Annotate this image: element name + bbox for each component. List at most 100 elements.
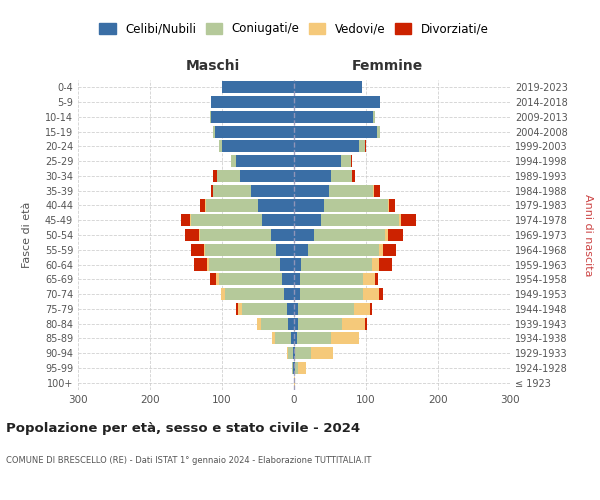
Bar <box>363 288 379 300</box>
Bar <box>211 111 294 123</box>
Bar <box>373 111 374 123</box>
Bar <box>372 258 379 270</box>
Bar <box>388 229 403 241</box>
Bar <box>294 96 380 108</box>
Bar <box>212 184 214 197</box>
Bar <box>215 273 219 285</box>
Bar <box>294 303 298 315</box>
Bar <box>298 303 355 315</box>
Bar <box>297 332 331 344</box>
Bar <box>199 229 200 241</box>
Bar <box>214 126 215 138</box>
Bar <box>294 332 297 344</box>
Bar <box>275 332 291 344</box>
Bar <box>294 288 300 300</box>
Bar <box>219 273 283 285</box>
Bar <box>383 244 395 256</box>
Bar <box>210 273 215 285</box>
Bar <box>322 214 399 226</box>
Bar <box>311 347 333 359</box>
Bar <box>379 288 383 300</box>
Bar <box>374 184 380 197</box>
Bar <box>294 318 298 330</box>
Bar <box>283 273 294 285</box>
Bar <box>294 82 362 94</box>
Text: Fasce di età: Fasce di età <box>22 202 32 268</box>
Bar <box>191 214 262 226</box>
Bar <box>185 229 199 241</box>
Bar <box>221 288 225 300</box>
Bar <box>209 258 280 270</box>
Bar <box>288 347 293 359</box>
Bar <box>293 347 294 359</box>
Bar <box>205 244 276 256</box>
Bar <box>280 258 294 270</box>
Bar <box>298 362 305 374</box>
Bar <box>225 288 284 300</box>
Bar <box>222 82 294 94</box>
Bar <box>294 170 331 182</box>
Text: Popolazione per età, sesso e stato civile - 2024: Popolazione per età, sesso e stato civil… <box>6 422 360 435</box>
Bar <box>271 229 294 241</box>
Bar <box>377 126 380 138</box>
Bar <box>219 140 222 152</box>
Bar <box>251 184 294 197</box>
Bar <box>214 184 251 197</box>
Bar <box>294 126 377 138</box>
Bar <box>294 229 314 241</box>
Bar <box>389 200 395 211</box>
Bar <box>294 376 295 388</box>
Bar <box>257 318 261 330</box>
Bar <box>294 258 301 270</box>
Bar <box>341 155 351 167</box>
Bar <box>294 362 295 374</box>
Bar <box>352 170 355 182</box>
Bar <box>214 170 217 182</box>
Bar <box>294 140 359 152</box>
Bar <box>236 155 294 167</box>
Bar <box>292 362 293 374</box>
Bar <box>291 332 294 344</box>
Bar <box>191 244 204 256</box>
Bar <box>374 273 378 285</box>
Bar <box>230 155 236 167</box>
Bar <box>388 200 389 211</box>
Bar <box>401 214 416 226</box>
Bar <box>300 273 363 285</box>
Bar <box>200 229 271 241</box>
Legend: Celibi/Nubili, Coniugati/e, Vedovi/e, Divorziati/e: Celibi/Nubili, Coniugati/e, Vedovi/e, Di… <box>94 18 494 40</box>
Bar <box>194 258 207 270</box>
Text: Anni di nascita: Anni di nascita <box>583 194 593 276</box>
Bar <box>258 200 294 211</box>
Bar <box>373 184 374 197</box>
Bar <box>314 229 385 241</box>
Bar <box>200 200 205 211</box>
Bar <box>363 273 374 285</box>
Bar <box>210 111 211 123</box>
Bar <box>294 214 322 226</box>
Bar <box>324 200 388 211</box>
Bar <box>370 303 372 315</box>
Bar <box>294 347 295 359</box>
Bar <box>211 184 212 197</box>
Bar <box>288 318 294 330</box>
Bar <box>287 303 294 315</box>
Bar <box>261 318 288 330</box>
Bar <box>294 155 341 167</box>
Bar <box>190 214 191 226</box>
Bar <box>385 229 388 241</box>
Text: Maschi: Maschi <box>186 58 240 72</box>
Bar <box>365 140 366 152</box>
Bar <box>222 140 294 152</box>
Bar <box>298 318 342 330</box>
Bar <box>205 200 206 211</box>
Bar <box>207 258 209 270</box>
Bar <box>295 347 311 359</box>
Bar <box>329 184 373 197</box>
Bar <box>287 347 288 359</box>
Bar <box>240 170 294 182</box>
Bar <box>217 170 240 182</box>
Bar <box>379 244 383 256</box>
Bar <box>204 244 205 256</box>
Text: Femmine: Femmine <box>352 58 422 72</box>
